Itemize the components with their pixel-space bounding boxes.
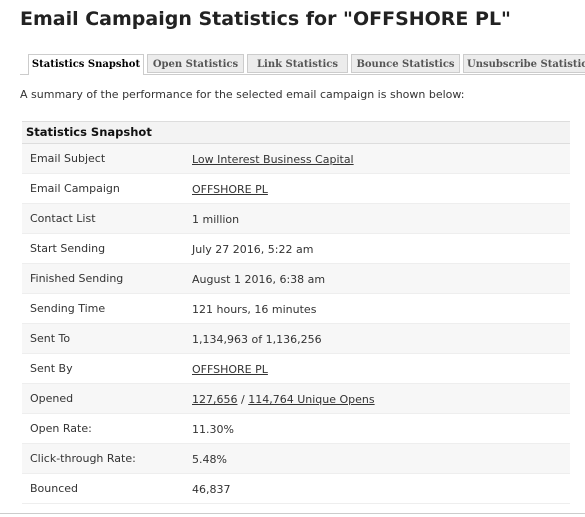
- row-value: 121 hours, 16 minutes: [192, 303, 316, 316]
- stats-table: Statistics Snapshot Email Subject Low Int…: [22, 121, 570, 504]
- row-label: Email Campaign: [30, 182, 120, 195]
- tab[interactable]: Link Statistics: [247, 54, 348, 73]
- value-text: 46,837: [192, 483, 231, 496]
- value-link[interactable]: 127,656: [192, 393, 238, 406]
- table-title: Statistics Snapshot: [22, 122, 570, 144]
- table-row: Contact List 1 million: [22, 204, 570, 234]
- tab-bar: Statistics Snapshot Open Statistics Link S…: [20, 54, 585, 75]
- row-label: Bounced: [30, 482, 79, 495]
- row-label: Click-through Rate:: [30, 452, 136, 465]
- row-value: August 1 2016, 6:38 am: [192, 273, 325, 286]
- row-label: Sent By: [30, 362, 73, 375]
- row-value: 1,134,963 of 1,136,256: [192, 333, 322, 346]
- table-row: Sent To 1,134,963 of 1,136,256: [22, 324, 570, 354]
- table-body: Email Subject Low Interest Business Capit…: [22, 144, 570, 504]
- table-row: Click-through Rate: 5.48%: [22, 444, 570, 474]
- value-text: July 27 2016, 5:22 am: [192, 243, 314, 256]
- table-row: Email Campaign OFFSHORE PL: [22, 174, 570, 204]
- row-label: Finished Sending: [30, 272, 124, 285]
- value-text: 11.30%: [192, 423, 234, 436]
- row-value: Low Interest Business Capital: [192, 153, 354, 166]
- tab[interactable]: Statistics Snapshot: [28, 54, 144, 75]
- value-text: /: [237, 393, 249, 406]
- value-link[interactable]: Low Interest Business Capital: [192, 153, 354, 166]
- row-label: Sending Time: [30, 302, 106, 315]
- tab[interactable]: Unsubscribe Statistics: [463, 54, 585, 73]
- tab[interactable]: Bounce Statistics: [351, 54, 460, 73]
- value-text: August 1 2016, 6:38 am: [192, 273, 326, 286]
- value-link[interactable]: 114,764 Unique Opens: [248, 393, 375, 406]
- row-value: July 27 2016, 5:22 am: [192, 243, 313, 256]
- table-row: Open Rate: 11.30%: [22, 414, 570, 444]
- row-label: Start Sending: [30, 242, 106, 255]
- table-row: Sending Time 121 hours, 16 minutes: [22, 294, 570, 324]
- row-label: Sent To: [30, 332, 71, 345]
- value-link[interactable]: OFFSHORE PL: [192, 363, 268, 376]
- row-label: Contact List: [30, 212, 96, 225]
- table-row: Opened 127,656 / 114,764 Unique Opens: [22, 384, 570, 414]
- table-row: Finished Sending August 1 2016, 6:38 am: [22, 264, 570, 294]
- row-value: 1 million: [192, 213, 239, 226]
- value-text: 1,134,963 of 1,136,256: [192, 333, 322, 346]
- row-label: Opened: [30, 392, 74, 405]
- row-value: 127,656 / 114,764 Unique Opens: [192, 393, 375, 406]
- row-value: OFFSHORE PL: [192, 363, 268, 376]
- value-link[interactable]: OFFSHORE PL: [192, 183, 268, 196]
- row-value: 46,837: [192, 483, 231, 496]
- row-label: Email Subject: [30, 152, 106, 165]
- value-text: 5.48%: [192, 453, 227, 466]
- row-value: 5.48%: [192, 453, 227, 466]
- description: A summary of the performance for the sel…: [20, 88, 465, 101]
- table-row: Start Sending July 27 2016, 5:22 am: [22, 234, 570, 264]
- row-value: OFFSHORE PL: [192, 183, 268, 196]
- table-row: Bounced 46,837: [22, 474, 570, 504]
- value-text: 121 hours, 16 minutes: [192, 303, 317, 316]
- tab[interactable]: Open Statistics: [147, 54, 244, 73]
- page-title: Email Campaign Statistics for "OFFSHORE …: [20, 8, 511, 30]
- table-row: Email Subject Low Interest Business Capit…: [22, 144, 570, 174]
- row-value: 11.30%: [192, 423, 234, 436]
- row-label: Open Rate:: [30, 422, 92, 435]
- footer-line: [0, 513, 585, 514]
- value-text: 1 million: [192, 213, 240, 226]
- table-row: Sent By OFFSHORE PL: [22, 354, 570, 384]
